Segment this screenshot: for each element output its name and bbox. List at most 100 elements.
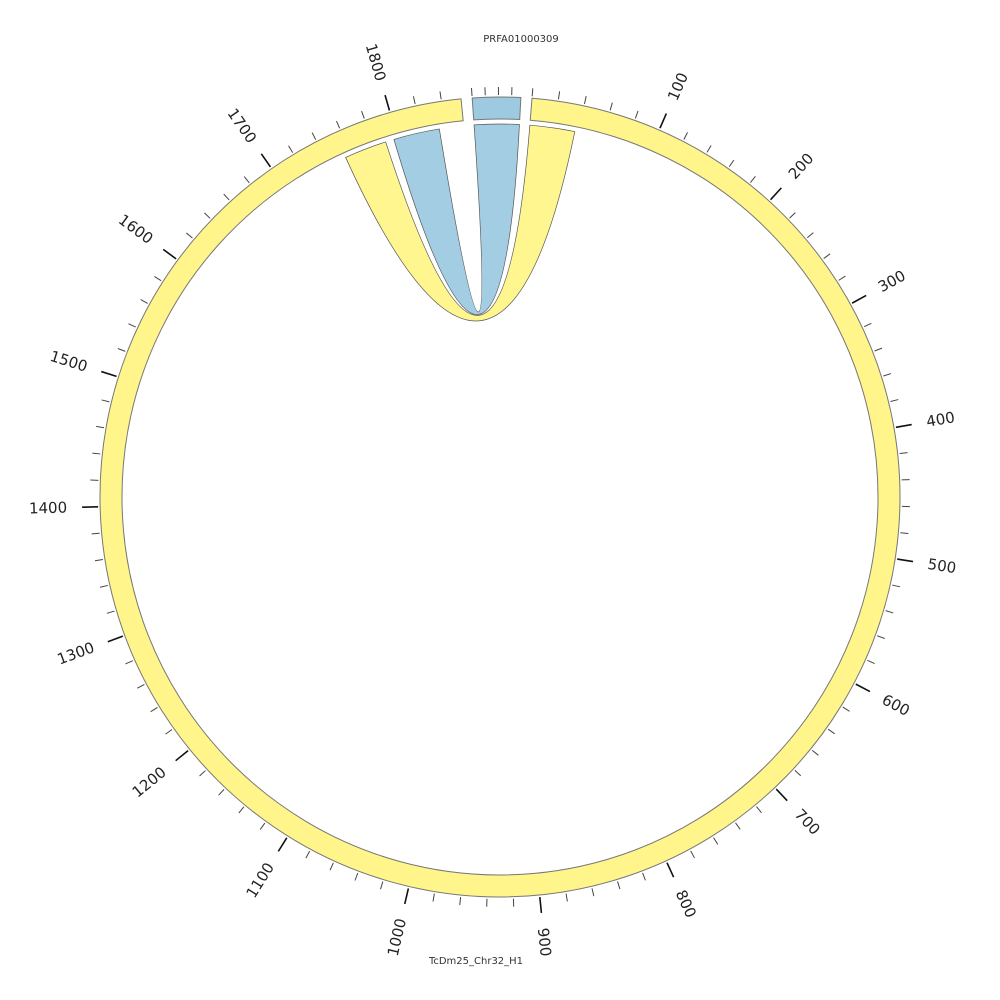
tick-minor	[165, 729, 173, 735]
tick-label-1700: 1700	[224, 105, 261, 147]
tick-minor	[186, 232, 193, 239]
tick-minor	[204, 212, 211, 219]
tick-minor	[329, 862, 334, 871]
tick-minor	[150, 707, 158, 713]
tick-minor	[92, 452, 101, 455]
tick-minor	[877, 635, 885, 640]
tick-minor	[91, 532, 100, 535]
links-layer	[345, 123, 576, 322]
tick-major	[101, 370, 117, 378]
tick-major	[162, 248, 177, 260]
tick-minor	[735, 822, 741, 830]
tick-minor	[750, 175, 756, 183]
tick-minor	[885, 610, 894, 614]
tick-minor	[218, 789, 225, 796]
tick-minor	[243, 176, 250, 184]
tick-minor	[863, 322, 872, 328]
tick-major	[666, 862, 675, 878]
tick-major	[775, 788, 788, 802]
tick-minor	[106, 610, 115, 614]
tick-minor	[713, 837, 719, 845]
tick-label-200: 200	[785, 150, 818, 183]
tick-minor	[259, 822, 266, 830]
tick-minor	[154, 275, 162, 282]
tick-minor	[617, 881, 621, 890]
tick-major	[260, 153, 272, 168]
tick-minor	[140, 299, 148, 304]
tick-minor	[199, 770, 206, 777]
tick-minor	[811, 749, 819, 756]
tick-minor	[361, 110, 365, 119]
tick-label-1000: 1000	[384, 917, 410, 958]
segment-TcDm25_Chr32_H1	[99, 97, 901, 898]
tick-minor	[728, 159, 735, 168]
link-1	[345, 124, 576, 322]
tick-minor	[634, 110, 639, 119]
tick-minor	[311, 132, 317, 140]
tick-major	[851, 294, 867, 304]
tick-minor	[789, 212, 796, 219]
tick-label-1600: 1600	[115, 211, 156, 248]
segment-label-PRFA01000309: PRFA01000309	[483, 34, 559, 45]
tick-minor	[470, 87, 473, 97]
tick-minor	[96, 425, 105, 429]
tick-major	[895, 423, 912, 429]
tick-label-100: 100	[664, 70, 692, 103]
tick-minor	[756, 806, 762, 814]
tick-minor	[117, 348, 126, 352]
tick-minor	[412, 96, 416, 105]
tick-minor	[101, 399, 110, 403]
tick-minor	[223, 193, 230, 201]
tick-minor	[432, 893, 435, 902]
tick-minor	[706, 145, 712, 153]
tick-minor	[128, 323, 136, 328]
tick-minor	[690, 850, 695, 859]
tick-minor	[867, 659, 875, 665]
tick-minor	[842, 706, 850, 712]
segment-PRFA01000309	[471, 96, 522, 121]
tick-label-700: 700	[791, 805, 824, 838]
tick-minor	[238, 806, 245, 814]
tick-label-1500: 1500	[48, 347, 90, 376]
tick-minor	[683, 132, 688, 140]
tick-minor	[642, 872, 646, 881]
tick-label-1200: 1200	[129, 763, 170, 801]
tick-minor	[806, 232, 814, 239]
tick-minor	[125, 660, 134, 665]
tick-minor	[609, 102, 613, 111]
tick-minor	[305, 850, 311, 859]
tick-minor	[899, 452, 908, 455]
tick-label-1800: 1800	[362, 42, 390, 84]
tick-minor	[288, 145, 294, 153]
tick-label-300: 300	[875, 266, 909, 296]
tick-minor	[874, 347, 883, 352]
tick-major	[769, 187, 782, 201]
tick-minor	[354, 872, 359, 881]
tick-major	[384, 94, 391, 111]
tick-major	[175, 749, 189, 762]
tick-major	[107, 635, 124, 643]
tick-minor	[591, 888, 595, 897]
tick-label-900: 900	[534, 927, 555, 957]
tick-label-600: 600	[879, 691, 913, 720]
link-0	[393, 123, 520, 315]
segments-layer	[99, 96, 901, 898]
tick-minor	[137, 684, 145, 689]
tick-minor	[583, 96, 587, 105]
tick-minor	[531, 88, 534, 97]
tick-minor	[439, 91, 442, 100]
tick-minor	[838, 275, 846, 281]
tick-major	[855, 683, 871, 693]
tick-minor	[99, 584, 108, 588]
tick-label-1400: 1400	[29, 499, 68, 518]
tick-label-1300: 1300	[55, 638, 97, 668]
tick-minor	[459, 897, 462, 906]
tick-label-500: 500	[926, 555, 957, 577]
tick-minor	[336, 120, 341, 129]
tick-major	[897, 558, 914, 563]
tick-minor	[565, 893, 568, 902]
tick-minor	[557, 91, 561, 100]
tick-major	[659, 113, 668, 129]
tick-minor	[827, 728, 835, 735]
